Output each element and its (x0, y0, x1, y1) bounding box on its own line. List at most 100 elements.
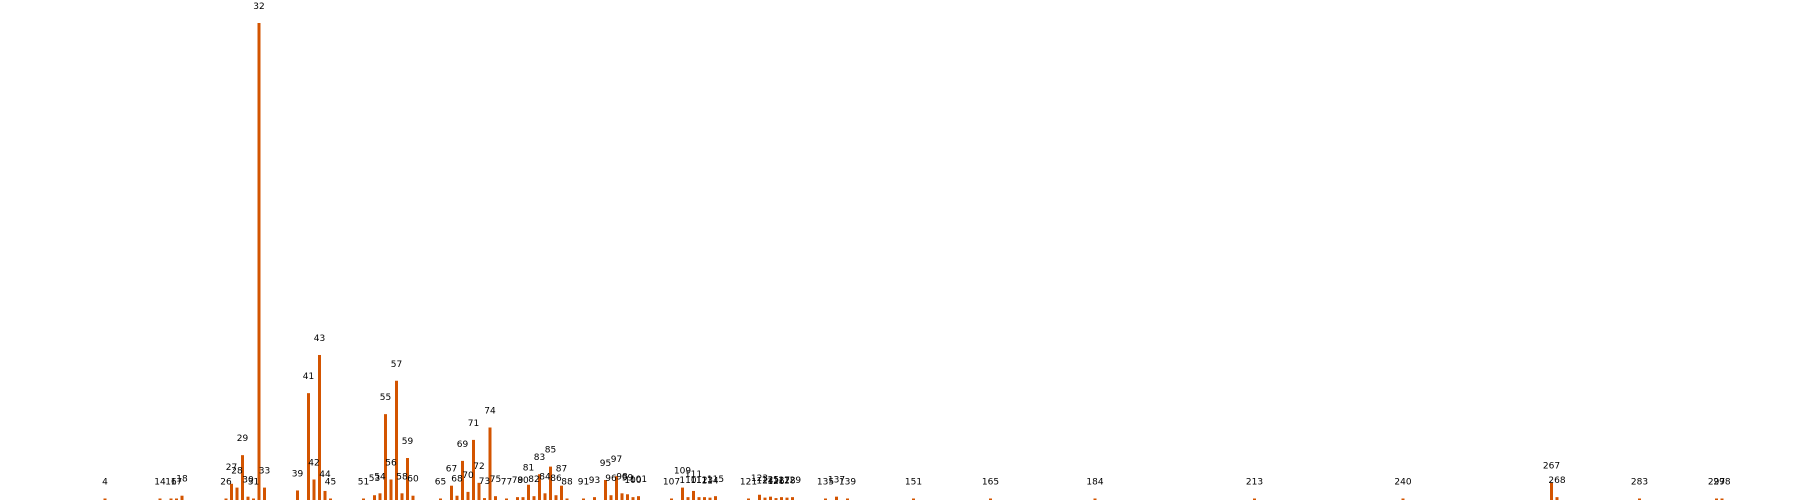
bar-124 (763, 497, 767, 500)
bar-label-74: 74 (484, 407, 496, 417)
bar-label-81: 81 (523, 464, 534, 474)
bar-label-268: 268 (1548, 476, 1565, 486)
bar-label-112: 112 (690, 476, 707, 486)
bar-28 (235, 487, 239, 500)
bar-4 (103, 498, 107, 500)
bar-68 (455, 495, 459, 500)
bar-label-213: 213 (1246, 478, 1263, 488)
bar-127 (780, 497, 783, 500)
bar-label-240: 240 (1394, 478, 1411, 488)
bar-74 (488, 427, 492, 500)
bar-135 (824, 498, 827, 500)
bar-label-42: 42 (308, 458, 319, 468)
bar-label-54: 54 (374, 472, 386, 482)
bar-label-67: 67 (446, 465, 457, 475)
bar-label-123: 123 (751, 474, 768, 484)
bar-label-55: 55 (380, 393, 391, 403)
bar-label-41: 41 (303, 372, 314, 382)
bar-label-297: 297 (1708, 478, 1725, 488)
bar-27 (230, 483, 233, 500)
bar-label-80: 80 (517, 476, 529, 486)
bar-42 (312, 479, 316, 500)
bar-96 (609, 495, 613, 500)
bar-267 (1550, 482, 1553, 500)
bar-label-85: 85 (545, 446, 556, 456)
bar-label-283: 283 (1631, 478, 1648, 488)
bar-33 (263, 487, 266, 500)
bar-label-14: 14 (154, 478, 166, 488)
bar-51 (362, 498, 365, 500)
bar-17 (175, 498, 178, 500)
bar-label-18: 18 (176, 475, 188, 485)
bar-label-43: 43 (314, 334, 325, 344)
bar-298 (1720, 498, 1724, 500)
bar-label-101: 101 (630, 475, 647, 485)
bar-86 (554, 495, 558, 500)
bar-label-58: 58 (396, 472, 408, 482)
bar-label-298: 298 (1713, 478, 1730, 488)
bar-85 (549, 466, 552, 500)
bar-53 (373, 495, 376, 500)
bar-label-31: 31 (248, 478, 259, 488)
bar-label-83: 83 (534, 453, 545, 463)
bar-label-110: 110 (679, 476, 696, 486)
bar-label-72: 72 (473, 462, 484, 472)
bar-123 (758, 494, 761, 500)
bar-label-91: 91 (578, 478, 589, 488)
bar-87 (560, 485, 563, 500)
bar-75 (494, 496, 497, 500)
bar-label-79: 79 (512, 476, 524, 486)
bar-label-124: 124 (756, 477, 773, 487)
bar-98 (620, 493, 624, 500)
bar-label-109: 109 (674, 467, 691, 477)
bar-30 (246, 496, 250, 500)
bar-label-111: 111 (685, 470, 702, 480)
bar-54 (378, 493, 382, 500)
bar-81 (527, 484, 530, 500)
bar-label-95: 95 (600, 459, 611, 469)
bar-label-82: 82 (528, 475, 539, 485)
bar-label-69: 69 (457, 440, 469, 450)
bar-label-151: 151 (905, 478, 922, 488)
bar-43 (318, 354, 321, 500)
bar-151 (912, 498, 915, 500)
bar-label-165: 165 (982, 478, 999, 488)
bar-label-87: 87 (556, 465, 567, 475)
bar-84 (543, 493, 547, 500)
bar-283 (1638, 498, 1641, 500)
bar-label-70: 70 (462, 471, 474, 481)
bar-label-125: 125 (762, 476, 779, 486)
bar-57 (395, 380, 398, 500)
bar-110 (686, 497, 690, 500)
bar-label-27: 27 (226, 463, 237, 473)
bar-label-88: 88 (561, 478, 573, 488)
bar-65 (439, 498, 442, 500)
bar-label-126: 126 (767, 477, 784, 487)
bar-14 (158, 498, 162, 500)
bar-107 (670, 498, 673, 500)
bar-label-16: 16 (165, 478, 177, 488)
bar-label-128: 128 (778, 477, 795, 487)
bar-label-97: 97 (611, 455, 622, 465)
bar-16 (169, 498, 173, 500)
bar-32 (257, 23, 261, 500)
bar-111 (692, 490, 695, 500)
bar-label-29: 29 (237, 434, 249, 444)
bar-label-59: 59 (402, 437, 414, 447)
bar-213 (1253, 498, 1256, 500)
bar-79 (516, 497, 519, 500)
bar-125 (769, 496, 772, 500)
bar-115 (714, 496, 717, 500)
bar-label-93: 93 (589, 476, 600, 486)
bar-70 (466, 491, 470, 500)
bar-99 (626, 494, 629, 500)
bar-label-100: 100 (624, 476, 641, 486)
bar-121 (747, 498, 750, 500)
bar-label-26: 26 (220, 478, 232, 488)
bar-label-39: 39 (292, 469, 304, 479)
bar-label-107: 107 (663, 478, 680, 488)
bar-113 (703, 497, 706, 500)
bar-39 (296, 490, 299, 500)
bar-126 (774, 498, 778, 500)
